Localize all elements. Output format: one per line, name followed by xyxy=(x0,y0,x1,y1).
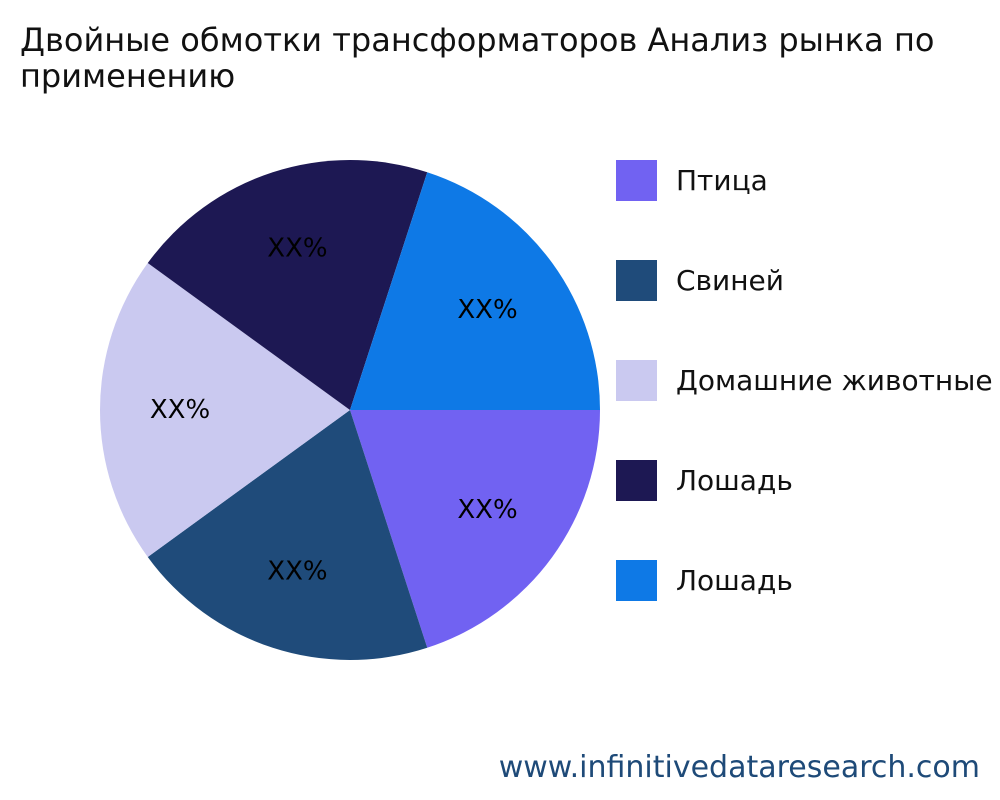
legend-label-1: Птица xyxy=(676,164,768,197)
chart-title-line-2: применению xyxy=(20,57,236,95)
legend-swatch-5 xyxy=(616,560,657,601)
legend-label-2: Свиней xyxy=(676,264,784,297)
pie-slice-2 xyxy=(147,410,428,660)
chart-title: Двойные обмотки трансформаторов Анализ р… xyxy=(20,22,1000,94)
pie-slice-label-3: XX% xyxy=(150,395,210,425)
pie-slice-label-1: XX% xyxy=(457,495,517,525)
pie-slice-3 xyxy=(100,263,350,557)
pie-slice-labels: XX% XX% XX% XX% XX% xyxy=(150,233,518,586)
legend-swatch-2 xyxy=(616,260,657,301)
legend-label-4: Лошадь xyxy=(676,464,793,497)
pie-slice-label-5: XX% xyxy=(457,295,517,325)
chart-title-line-1: Двойные обмотки трансформаторов Анализ р… xyxy=(20,21,935,59)
watermark-url: www.infinitivedataresearch.com xyxy=(498,750,980,785)
legend-label-5: Лошадь xyxy=(676,564,793,597)
legend-swatch-4 xyxy=(616,460,657,501)
pie-slices xyxy=(100,160,600,660)
pie-slice-1 xyxy=(350,410,600,648)
legend-swatch-1 xyxy=(616,160,657,201)
pie-slice-label-2: XX% xyxy=(267,557,327,587)
pie-slice-label-4: XX% xyxy=(267,233,327,263)
legend-label-3: Домашние животные xyxy=(676,364,993,397)
pie-slice-5 xyxy=(350,172,600,410)
legend-swatch-3 xyxy=(616,360,657,401)
legend: Птица Свиней Домашние животные Лошадь Лошадь xyxy=(616,160,993,601)
pie-slice-4 xyxy=(147,160,428,410)
